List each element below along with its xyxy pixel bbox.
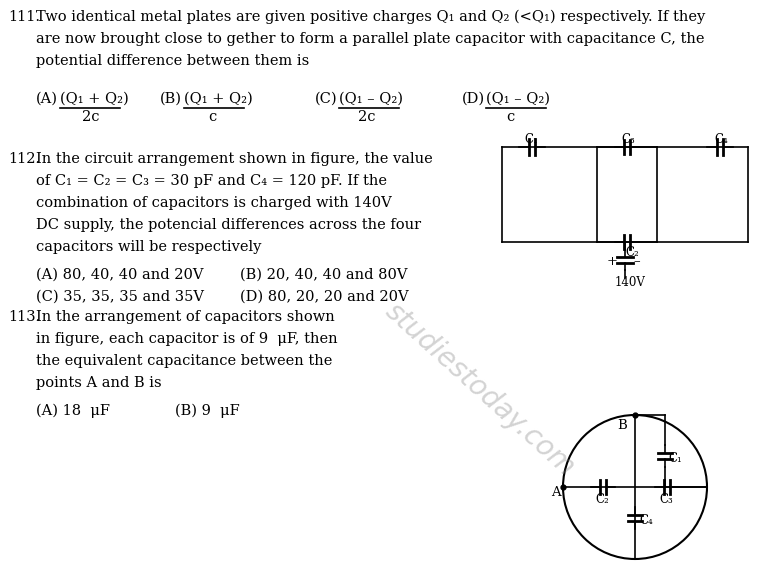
Text: (Q₁ + Q₂): (Q₁ + Q₂) [184, 92, 253, 106]
Text: potential difference between them is: potential difference between them is [36, 54, 309, 68]
Text: capacitors will be respectively: capacitors will be respectively [36, 240, 261, 254]
Text: C₃: C₃ [621, 133, 635, 146]
Text: studiestoday.com: studiestoday.com [380, 297, 581, 482]
Text: (B) 9  μF: (B) 9 μF [175, 404, 240, 419]
Text: In the circuit arrangement shown in figure, the value: In the circuit arrangement shown in figu… [36, 152, 433, 166]
Text: 112.: 112. [8, 152, 40, 166]
Text: (D) 80, 20, 20 and 20V: (D) 80, 20, 20 and 20V [240, 290, 409, 304]
Text: (Q₁ – Q₂): (Q₁ – Q₂) [486, 92, 550, 106]
Text: of C₁ = C₂ = C₃ = 30 pF and C₄ = 120 pF. If the: of C₁ = C₂ = C₃ = 30 pF and C₄ = 120 pF.… [36, 174, 387, 188]
Text: C₄: C₄ [639, 514, 653, 527]
Text: C₁: C₁ [668, 452, 682, 465]
Text: (Q₁ + Q₂): (Q₁ + Q₂) [60, 92, 129, 106]
Text: C₃: C₃ [659, 493, 673, 506]
Text: +: + [607, 255, 618, 268]
Text: (C) 35, 35, 35 and 35V: (C) 35, 35, 35 and 35V [36, 290, 204, 304]
Text: (A) 80, 40, 40 and 20V: (A) 80, 40, 40 and 20V [36, 268, 203, 282]
Text: the equivalent capacitance between the: the equivalent capacitance between the [36, 354, 333, 368]
Text: 2c: 2c [358, 110, 375, 124]
Text: (C): (C) [315, 92, 338, 106]
Text: DC supply, the potencial differences across the four: DC supply, the potencial differences acr… [36, 218, 421, 232]
Text: –: – [633, 255, 640, 268]
Text: C₁: C₁ [524, 133, 538, 146]
Text: are now brought close to gether to form a parallel plate capacitor with capacita: are now brought close to gether to form … [36, 32, 705, 46]
Text: 2c: 2c [82, 110, 100, 124]
Text: in figure, each capacitor is of 9  μF, then: in figure, each capacitor is of 9 μF, th… [36, 332, 338, 346]
Text: A: A [551, 485, 561, 498]
Text: 113.: 113. [8, 310, 40, 324]
Text: c: c [506, 110, 514, 124]
Text: Two identical metal plates are given positive charges Q₁ and Q₂ (<Q₁) respective: Two identical metal plates are given pos… [36, 10, 705, 25]
Text: points A and B is: points A and B is [36, 376, 161, 390]
Text: c: c [208, 110, 216, 124]
Text: (D): (D) [462, 92, 485, 106]
Text: (A): (A) [36, 92, 58, 106]
Text: (A) 18  μF: (A) 18 μF [36, 404, 110, 419]
Text: C₂: C₂ [625, 246, 638, 259]
Text: 140V: 140V [615, 276, 646, 289]
Text: (B): (B) [160, 92, 182, 106]
Text: C₄: C₄ [714, 133, 728, 146]
Text: C₂: C₂ [595, 493, 609, 506]
Text: B: B [617, 419, 627, 432]
Text: combination of capacitors is charged with 140V: combination of capacitors is charged wit… [36, 196, 392, 210]
Text: (B) 20, 40, 40 and 80V: (B) 20, 40, 40 and 80V [240, 268, 407, 282]
Text: 111.: 111. [8, 10, 40, 24]
Text: In the arrangement of capacitors shown: In the arrangement of capacitors shown [36, 310, 335, 324]
Text: (Q₁ – Q₂): (Q₁ – Q₂) [339, 92, 403, 106]
